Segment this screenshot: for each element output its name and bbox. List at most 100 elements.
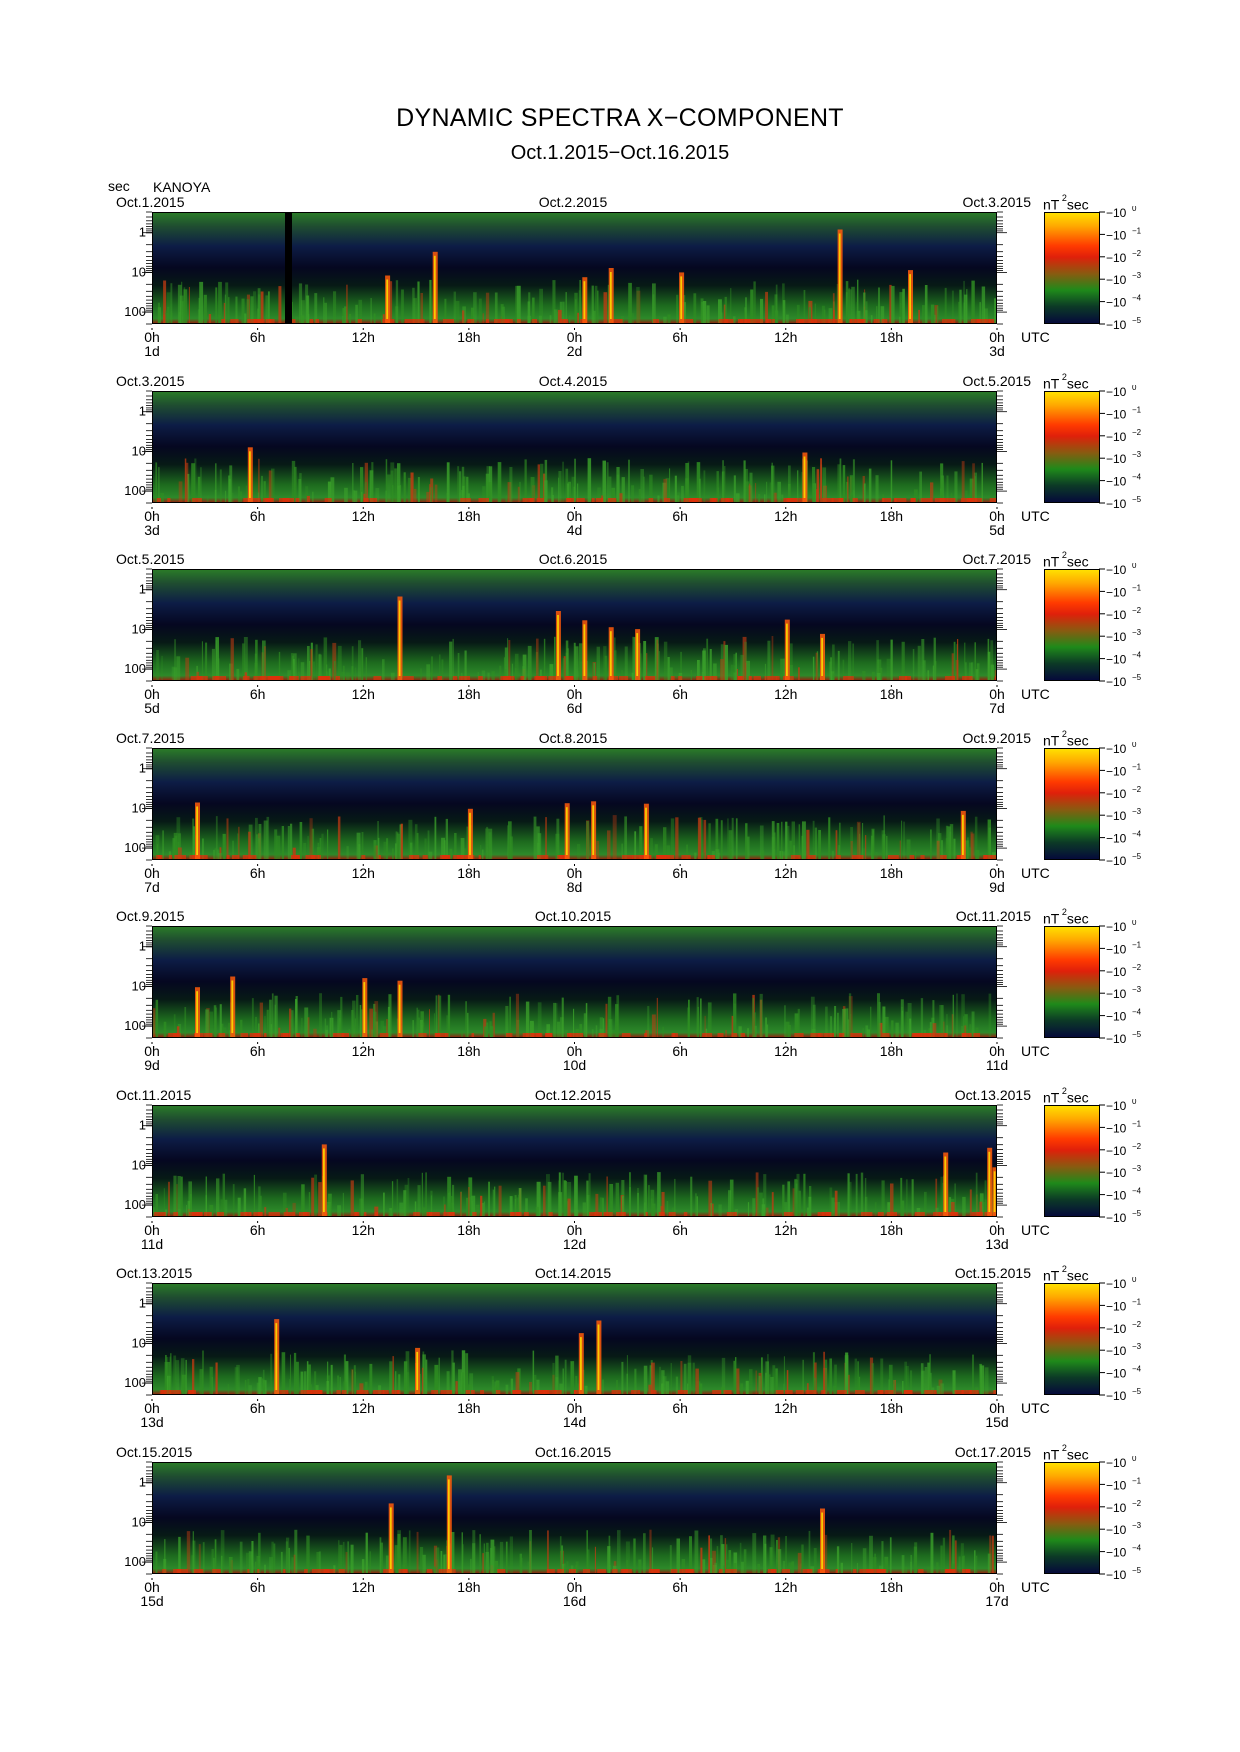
spectral-noise-mark — [565, 292, 567, 323]
spectral-noise-mark — [617, 1529, 621, 1573]
spectral-noise-mark — [878, 1002, 881, 1037]
spectral-noise-mark — [988, 993, 992, 1037]
low-frequency-power-mark — [311, 854, 320, 859]
spectral-noise-mark — [224, 294, 226, 323]
spectral-noise-mark — [950, 1201, 955, 1216]
spectral-noise-mark — [304, 1371, 307, 1394]
spectral-noise-mark — [510, 1378, 514, 1394]
spectral-noise-mark — [854, 1358, 857, 1394]
spectral-noise-mark — [872, 1556, 877, 1573]
spectral-noise-mark — [924, 1367, 928, 1394]
colorbar-tick-exponent: −5 — [1132, 495, 1142, 504]
spectral-noise-mark — [971, 1011, 975, 1037]
spectral-noise-mark — [649, 1529, 652, 1573]
spectral-noise-mark — [593, 662, 595, 680]
colorbar-tick-exponent: −2 — [1132, 1141, 1142, 1150]
y-minor-ticks — [142, 925, 1007, 1039]
spectral-noise-mark — [690, 670, 692, 680]
low-frequency-power-mark — [962, 1033, 967, 1037]
low-frequency-power-mark — [648, 497, 654, 502]
spectral-noise-mark — [422, 1351, 425, 1394]
low-frequency-power-mark — [382, 1033, 389, 1037]
low-frequency-power-mark — [437, 676, 443, 680]
low-frequency-power-mark — [226, 854, 230, 859]
burst-core-mark — [196, 991, 198, 1033]
spectral-noise-mark — [351, 646, 354, 680]
y-tick-label: 1 — [139, 760, 146, 775]
spectral-noise-mark — [762, 1197, 765, 1216]
spectral-noise-mark — [163, 314, 166, 323]
spectral-noise-mark — [486, 826, 489, 859]
spectral-noise-mark — [777, 481, 781, 502]
spectral-noise-mark — [268, 291, 270, 323]
spectral-noise-mark — [451, 1195, 454, 1216]
low-frequency-power-mark — [315, 319, 319, 323]
x-tick-label: 12h — [352, 329, 375, 345]
spectral-noise-mark — [632, 636, 635, 680]
spectral-noise-mark — [619, 492, 623, 502]
spectral-noise-mark — [901, 641, 905, 680]
spectral-noise-mark — [735, 652, 737, 680]
spectral-noise-mark — [726, 1543, 728, 1573]
spectral-noise-mark — [163, 1558, 167, 1573]
spectral-noise-mark — [848, 993, 852, 1037]
low-frequency-power-mark — [189, 1211, 199, 1216]
colorbar-tick-base: −10 — [1106, 296, 1127, 310]
colorbar-unit-base: nT — [1043, 196, 1060, 213]
spectral-noise-mark — [271, 993, 274, 1037]
low-frequency-power-mark — [993, 1390, 996, 1394]
spectral-noise-mark — [177, 832, 181, 859]
spectral-noise-mark — [481, 849, 484, 859]
spectral-noise-mark — [543, 1185, 546, 1216]
spectral-noise-mark — [965, 490, 968, 502]
spectral-noise-mark — [586, 820, 589, 859]
spectral-noise-mark — [781, 851, 786, 859]
spectral-noise-mark — [863, 483, 866, 502]
low-frequency-power-mark — [995, 676, 996, 680]
spectral-noise-mark — [290, 1010, 294, 1037]
spectral-noise-mark — [238, 826, 240, 859]
spectral-noise-mark — [177, 1024, 182, 1037]
spectral-noise-mark — [952, 1534, 955, 1573]
spectral-noise-mark — [178, 1208, 182, 1216]
spectral-noise-mark — [842, 1009, 846, 1037]
spectral-noise-mark — [616, 466, 620, 502]
spectral-noise-mark — [765, 1361, 769, 1394]
spectral-noise-mark — [306, 495, 310, 502]
spectral-noise-mark — [188, 287, 190, 323]
spectral-noise-mark — [214, 847, 217, 859]
spectral-noise-mark — [537, 832, 542, 859]
spectral-noise-mark — [350, 1179, 354, 1216]
x-axis-unit: UTC — [1021, 508, 1050, 524]
spectral-noise-mark — [390, 461, 395, 502]
low-frequency-power-mark — [637, 1390, 641, 1394]
spectral-noise-mark — [954, 671, 958, 680]
x-tick-label: 0h — [144, 686, 160, 702]
burst-core-mark — [557, 615, 559, 676]
spectral-noise-mark — [429, 483, 431, 502]
spectral-noise-mark — [347, 1540, 349, 1573]
spectral-noise-mark — [731, 817, 734, 859]
spectral-noise-mark — [621, 476, 625, 502]
spectral-noise-mark — [578, 290, 581, 323]
low-frequency-power-mark — [403, 676, 414, 680]
spectrogram-plot — [152, 569, 997, 681]
low-frequency-power-mark — [382, 1390, 389, 1394]
spectral-noise-mark — [554, 636, 556, 680]
spectral-noise-mark — [808, 307, 811, 323]
spectral-noise-mark — [669, 467, 671, 502]
spectral-noise-mark — [901, 1554, 905, 1573]
x-tick-label: 0h — [144, 1579, 160, 1595]
spectral-noise-mark — [867, 1029, 870, 1037]
spectral-noise-mark — [205, 1009, 209, 1037]
spectral-noise-mark — [488, 831, 492, 859]
burst-core-mark — [909, 274, 911, 319]
spectral-noise-mark — [256, 833, 259, 859]
spectral-noise-mark — [859, 833, 861, 859]
spectral-noise-mark — [278, 286, 282, 323]
spectral-noise-mark — [687, 1383, 689, 1394]
low-frequency-power-mark — [903, 1390, 913, 1394]
spectral-noise-mark — [157, 302, 160, 323]
spectral-noise-mark — [445, 818, 448, 859]
spectral-noise-mark — [396, 1178, 399, 1216]
